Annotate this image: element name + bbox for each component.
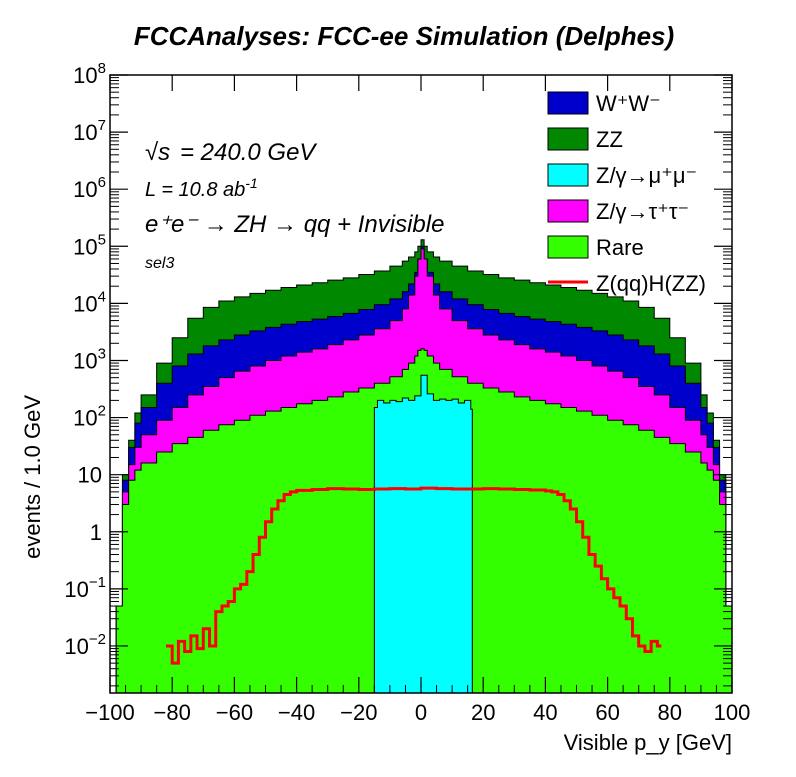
y-tick-exponent: 5 — [98, 231, 106, 248]
y-tick-label: 102 — [73, 403, 106, 431]
x-tick-label: 0 — [415, 700, 427, 725]
signal-line — [165, 486, 662, 665]
y-tick-exponent: 3 — [98, 345, 106, 362]
y-tick-base: 10 — [73, 348, 97, 373]
x-tick-label: −100 — [85, 700, 135, 725]
y-tick-label: 108 — [73, 60, 106, 88]
y-tick-label: 104 — [73, 288, 106, 316]
y-tick-label: 10−1 — [64, 574, 106, 602]
legend-swatch — [547, 127, 589, 151]
x-tick-label: −40 — [278, 700, 315, 725]
x-axis-label: Visible p_y [GeV] — [564, 730, 732, 755]
legend-swatch — [547, 91, 589, 115]
x-tick-label: 80 — [658, 700, 682, 725]
y-tick-label: 103 — [73, 345, 106, 373]
y-tick-label: 107 — [73, 117, 106, 145]
lumi-label: L = 10.8 ab-1 — [145, 175, 258, 201]
legend-label: Rare — [596, 235, 644, 260]
legend-label: Z/γ→τ⁺τ⁻ — [596, 199, 689, 224]
legend-label: W⁺W⁻ — [596, 91, 661, 116]
y-tick-label: 10 — [78, 463, 102, 488]
y-axis-label: events / 1.0 GeV — [20, 395, 45, 559]
y-tick-label: 10−2 — [64, 631, 106, 659]
x-tick-label: 20 — [471, 700, 495, 725]
y-tick-base: 10 — [73, 177, 97, 202]
y-tick-base: 10 — [64, 577, 88, 602]
process-label: e⁺e⁻ → ZH → qq + Invisible — [145, 211, 444, 238]
y-tick-exponent: −1 — [89, 574, 106, 591]
chart-title: FCCAnalyses: FCC-ee Simulation (Delphes) — [134, 21, 674, 51]
y-tick-exponent: 6 — [98, 174, 106, 191]
y-tick-exponent: −2 — [89, 631, 106, 648]
x-tick-label: 100 — [714, 700, 751, 725]
area-mumu — [373, 374, 473, 694]
y-tick-exponent: 2 — [98, 403, 106, 420]
y-tick-base: 10 — [73, 120, 97, 145]
lumi-exponent: -1 — [245, 175, 257, 191]
y-tick-exponent: 7 — [98, 117, 106, 134]
legend-label: ZZ — [596, 127, 623, 152]
legend-swatch — [547, 235, 589, 259]
legend-swatch — [547, 199, 589, 223]
y-tick-base: 10 — [64, 634, 88, 659]
y-tick-label: 1 — [90, 520, 102, 545]
y-tick-exponent: 8 — [98, 60, 106, 77]
y-tick-exponent: 4 — [98, 288, 106, 305]
sqrt-s-symbol: √s — [145, 139, 170, 166]
energy-label: = 240.0 GeV — [180, 139, 317, 166]
plot-layer — [110, 75, 733, 694]
legend-label: Z(qq)H(ZZ) — [596, 271, 706, 296]
text-layer: FCCAnalyses: FCC-ee Simulation (Delphes)… — [20, 21, 732, 755]
y-tick-base: 10 — [73, 406, 97, 431]
x-tick-label: −20 — [340, 700, 377, 725]
y-tick-base: 10 — [73, 291, 97, 316]
x-tick-label: −80 — [154, 700, 191, 725]
y-tick-base: 10 — [73, 234, 97, 259]
lumi-prefix: L = 10.8 ab — [145, 179, 245, 201]
frame-layer: −100 −80 −60 −40 −20 0 20 40 60 80 10010−210−11101… — [64, 60, 750, 725]
y-tick-label: 106 — [73, 174, 106, 202]
y-tick-label: 105 — [73, 231, 106, 259]
selection-label: sel3 — [145, 255, 174, 272]
x-tick-label: 60 — [595, 700, 619, 725]
x-tick-label: 40 — [533, 700, 557, 725]
legend: W⁺W⁻ ZZ Z/γ→μ⁺μ⁻ Z/γ→τ⁺τ⁻ Rare Z(qq)H(ZZ) — [547, 91, 706, 296]
legend-label: Z/γ→μ⁺μ⁻ — [596, 163, 697, 188]
legend-swatch — [547, 163, 589, 187]
y-tick-base: 10 — [73, 63, 97, 88]
x-tick-label: −60 — [216, 700, 253, 725]
